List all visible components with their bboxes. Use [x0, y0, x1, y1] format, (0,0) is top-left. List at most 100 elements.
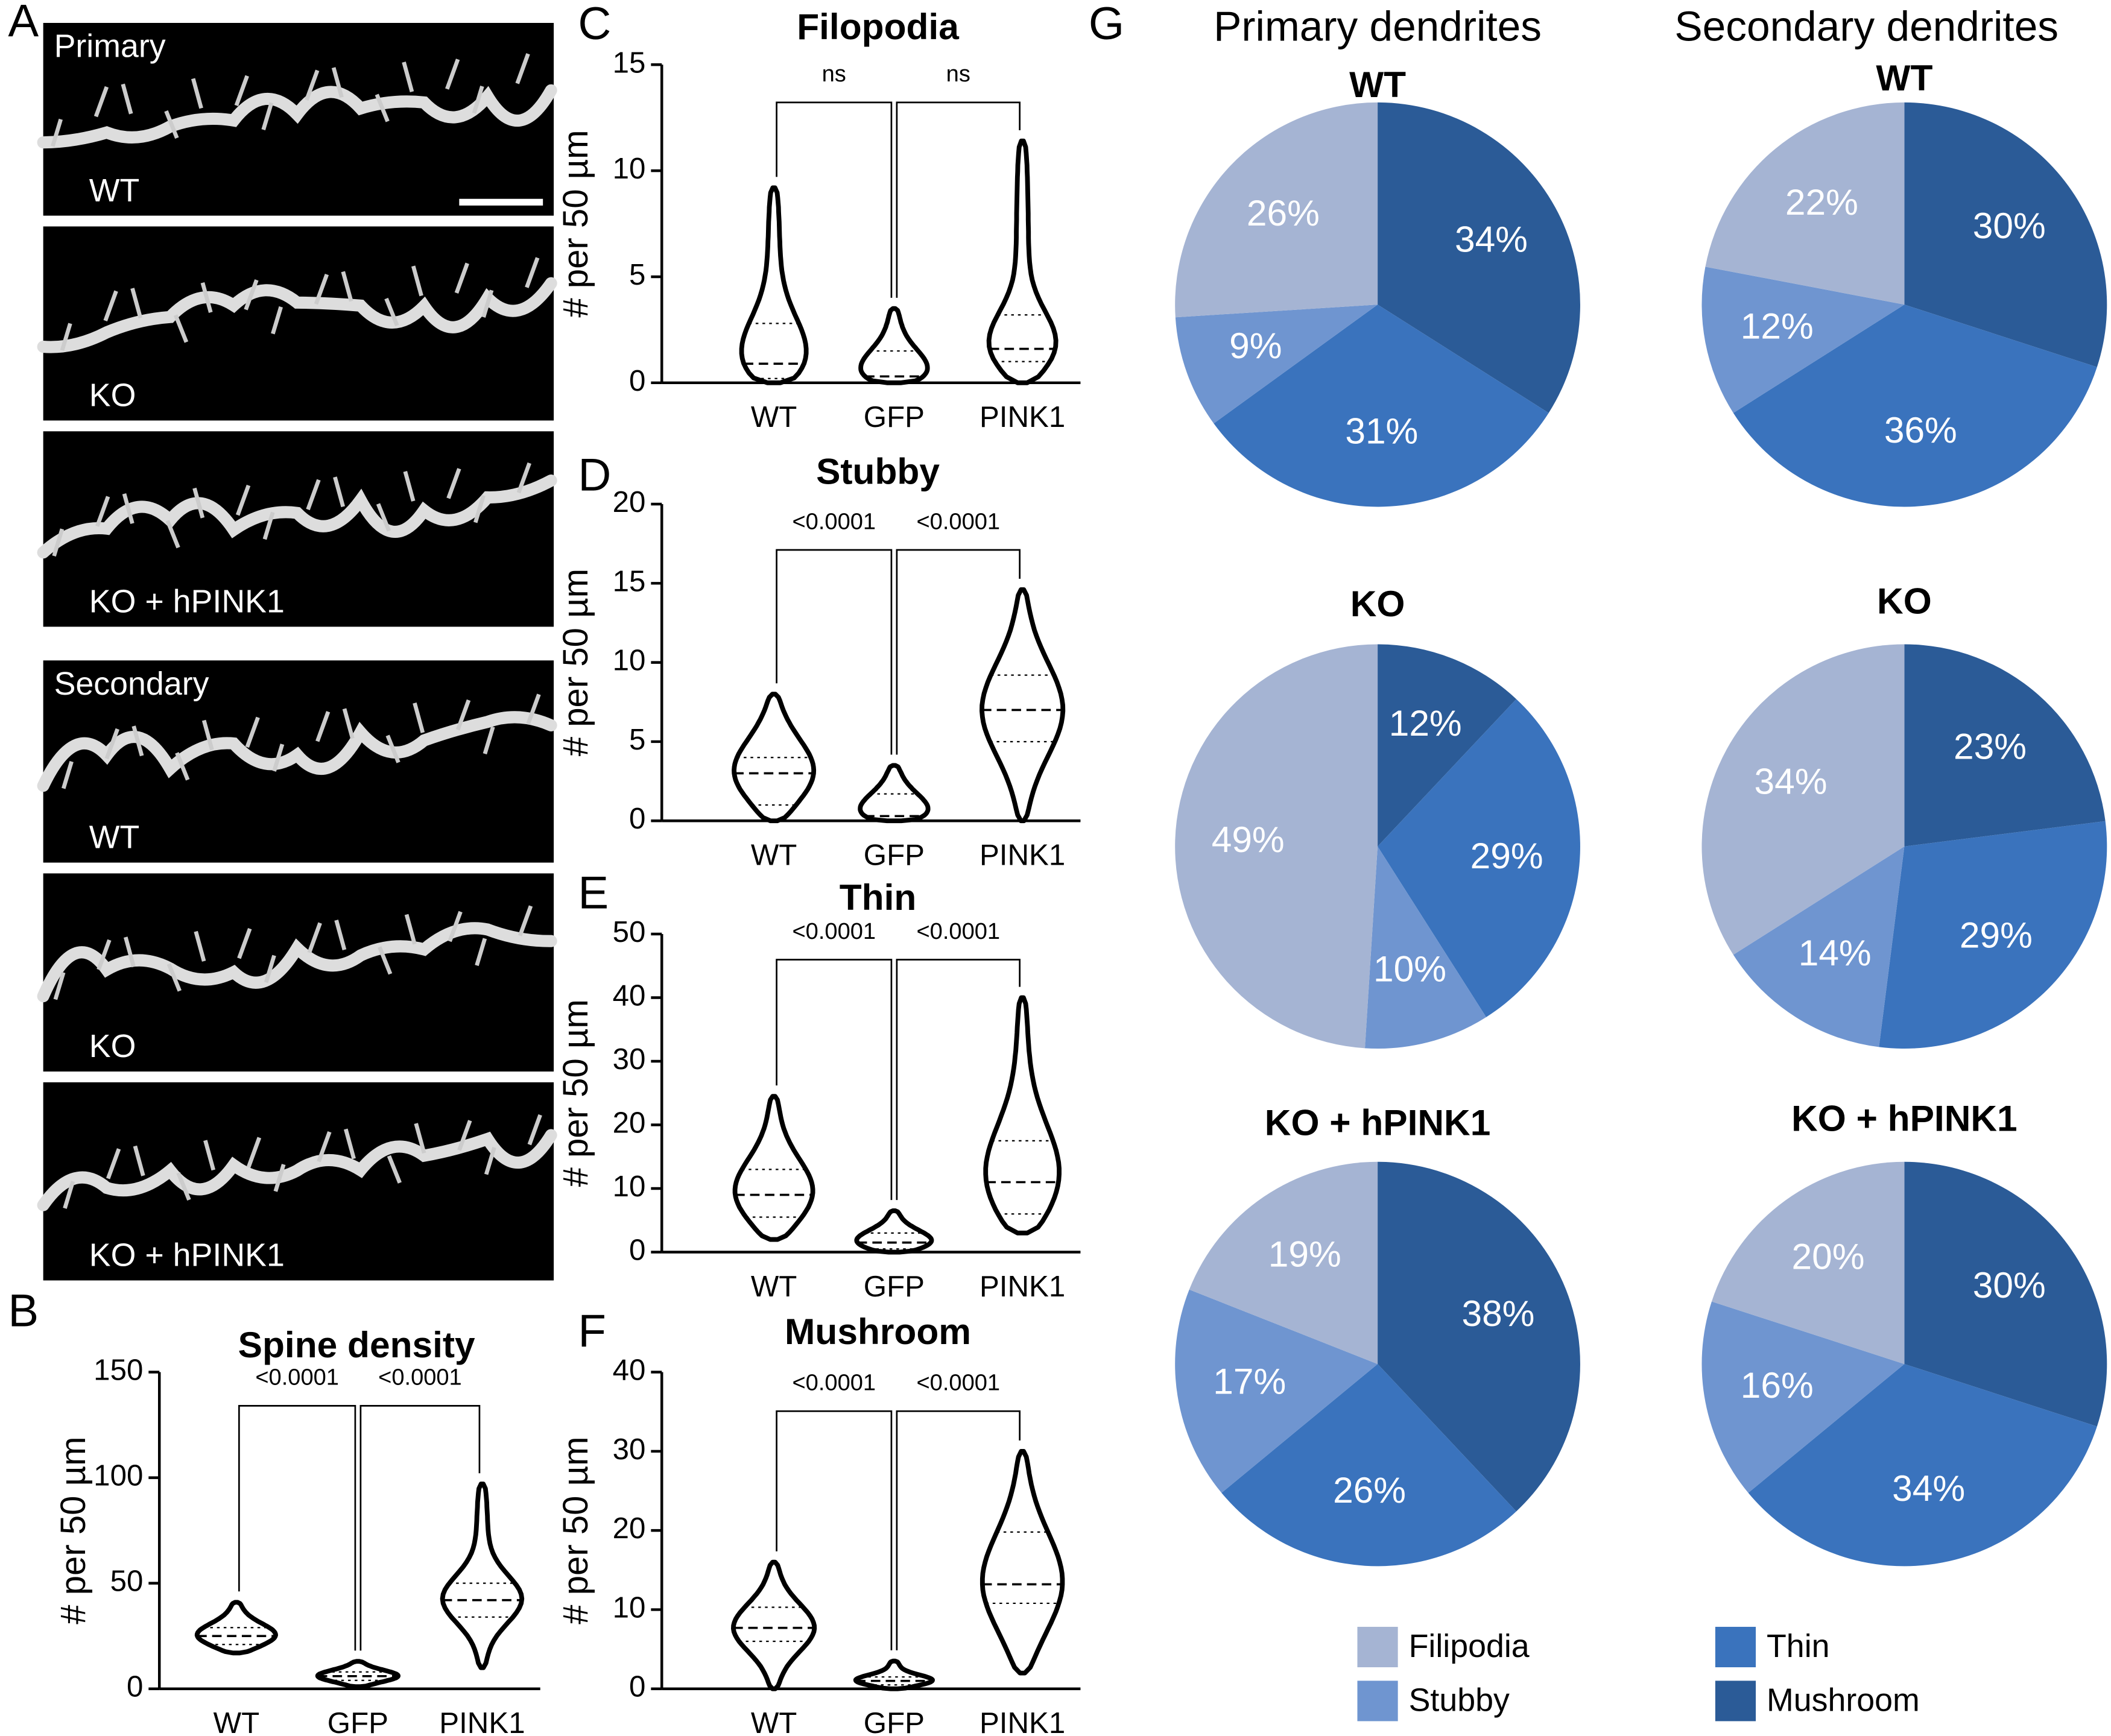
spine [448, 911, 463, 942]
spine [472, 86, 484, 114]
x-tick-label: WT [751, 400, 797, 434]
comparison-bracket [896, 549, 1021, 755]
column-title: Secondary dendrites [1674, 3, 2059, 50]
x-tick-label: WT [751, 1270, 797, 1303]
comparison-bracket [776, 959, 893, 1201]
chart-title: Filopodia [797, 6, 959, 47]
pie-slice [1701, 644, 1905, 955]
spine [62, 760, 74, 789]
panel-header: Primary [54, 28, 166, 65]
pie-label: 20% [1792, 1236, 1865, 1277]
legend-swatch [1715, 1626, 1756, 1668]
y-tick-label: 30 [613, 1433, 646, 1466]
y-tick-label: 40 [613, 1354, 646, 1387]
dendrite [37, 84, 557, 149]
spine [515, 53, 530, 84]
legend-swatch [1357, 1626, 1398, 1668]
spine [306, 479, 321, 511]
spine [331, 67, 344, 98]
panel-letter: D [578, 450, 611, 501]
pie-label: 10% [1373, 948, 1446, 990]
comparison-label: <0.0001 [916, 919, 1000, 944]
pie-label: 19% [1268, 1234, 1341, 1275]
x-tick-label: GFP [864, 400, 925, 434]
y-tick-label: 40 [613, 979, 646, 1012]
panel-letter: A [8, 0, 39, 46]
spine [305, 69, 320, 101]
violin [858, 306, 930, 385]
legend-label: Thin [1767, 1628, 1830, 1664]
micrograph [43, 873, 554, 1072]
spine [525, 257, 540, 288]
spine [164, 110, 179, 139]
spine [103, 290, 118, 322]
panel-letter: B [8, 1286, 39, 1337]
spine [104, 728, 119, 760]
spine [133, 1145, 145, 1176]
spine [131, 725, 144, 757]
violin [986, 138, 1059, 385]
x-tick-label: GFP [864, 839, 925, 872]
pie-label: 36% [1884, 409, 1957, 450]
y-tick-label: 20 [613, 485, 646, 519]
spine [124, 936, 136, 968]
x-tick-label: WT [214, 1706, 260, 1736]
spine [63, 1181, 75, 1209]
y-tick-label: 20 [613, 1106, 646, 1140]
comparison-bracket [896, 101, 1021, 298]
y-tick-label: 10 [613, 152, 646, 185]
spine [262, 511, 275, 540]
pie-label: 38% [1461, 1293, 1534, 1334]
comparison-bracket [776, 549, 893, 755]
spine [378, 946, 393, 975]
comparison-bracket [238, 1405, 356, 1651]
y-axis-label: # per 50 µm [556, 999, 595, 1187]
spine [517, 905, 533, 936]
pie-slice [1711, 1161, 1905, 1365]
pie-label: 17% [1213, 1361, 1286, 1402]
pie-slice [1189, 1161, 1378, 1365]
spine [307, 922, 322, 954]
panel-label: KO + hPINK1 [89, 584, 285, 620]
comparison-label: <0.0001 [916, 509, 1000, 534]
spine [106, 1148, 121, 1179]
comparison-label: <0.0001 [255, 1365, 339, 1390]
pie-slice [1904, 1161, 2107, 1427]
violin [854, 1208, 934, 1255]
pie-slice [1175, 102, 1378, 318]
spine [445, 58, 460, 90]
comparison-label: <0.0001 [792, 509, 876, 534]
pie-title: WT [1349, 64, 1406, 105]
spine [261, 102, 274, 131]
spine [384, 297, 399, 327]
pie-slice [1175, 644, 1378, 1049]
pie-title: WT [1876, 57, 1932, 98]
spine [192, 487, 205, 519]
pie-slice [1904, 644, 2106, 847]
pie-label: 26% [1247, 192, 1320, 233]
spine [245, 716, 260, 748]
x-tick-label: PINK1 [439, 1706, 525, 1736]
x-tick-label: WT [751, 1706, 797, 1736]
spine [97, 939, 112, 971]
spine [455, 699, 471, 731]
spine [481, 289, 494, 318]
spine [200, 282, 213, 313]
y-tick-label: 0 [127, 1670, 143, 1703]
comparison-bracket [896, 1410, 1021, 1650]
spine [235, 484, 251, 516]
spine [446, 468, 461, 499]
chart-title: Mushroom [785, 1311, 971, 1352]
y-axis-label: # per 50 µm [556, 569, 595, 756]
y-tick-label: 15 [613, 46, 646, 79]
violin [732, 692, 817, 824]
spine [411, 265, 423, 297]
x-tick-label: GFP [864, 1270, 925, 1303]
pie-label: 49% [1212, 819, 1285, 860]
comparison-bracket [896, 959, 1021, 1201]
violin [739, 185, 809, 385]
panel-label: WT [89, 172, 140, 209]
spine [122, 493, 135, 524]
spine [483, 726, 495, 755]
